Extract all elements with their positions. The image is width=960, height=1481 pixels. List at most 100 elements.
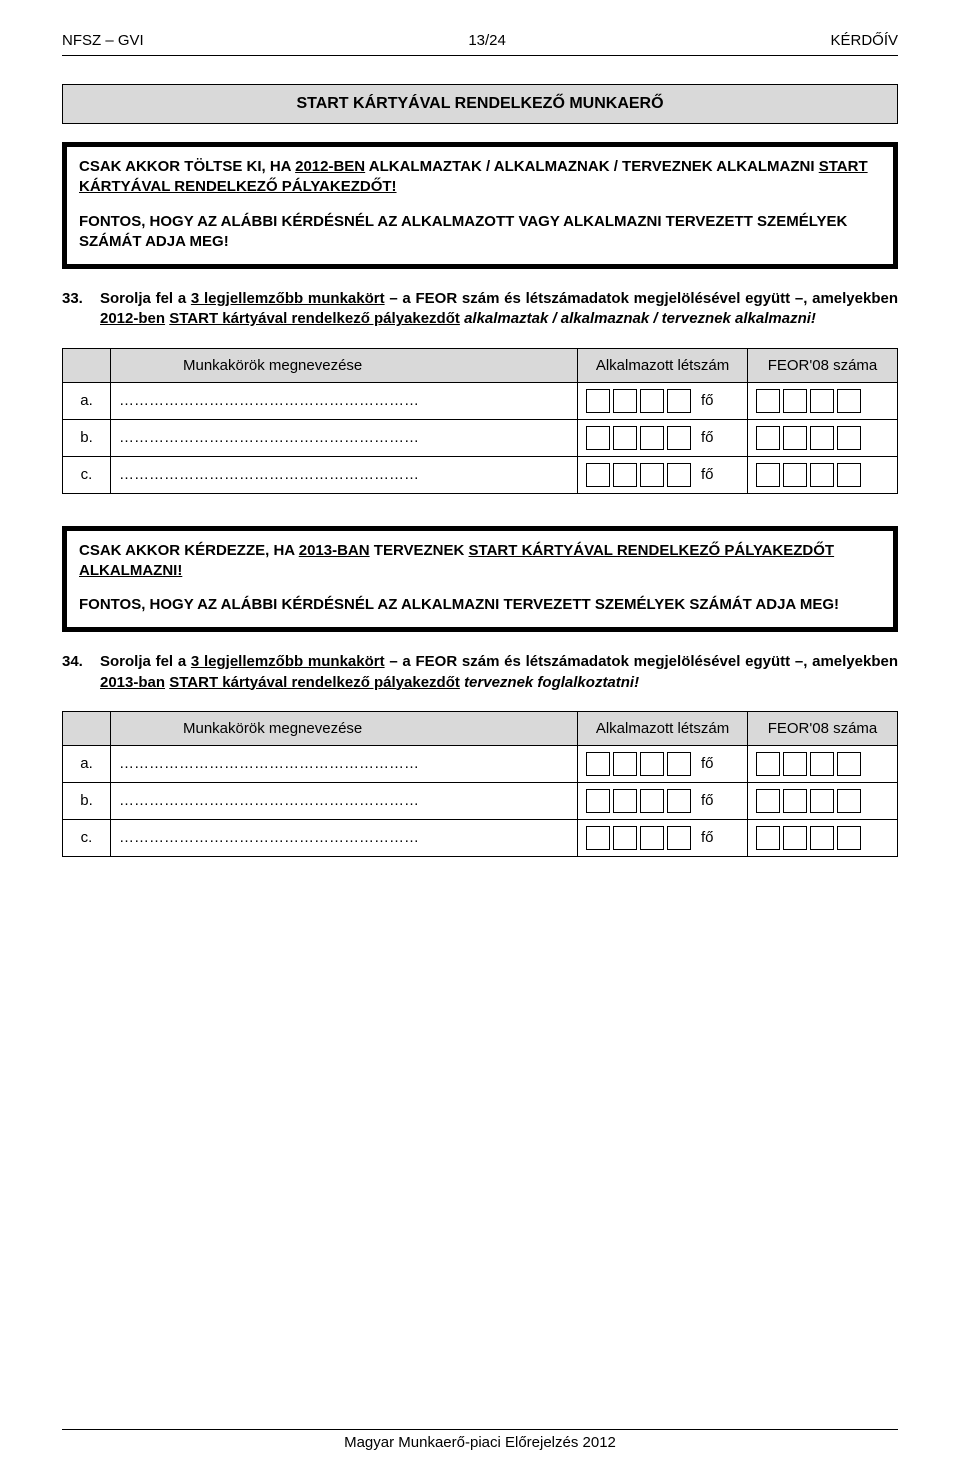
- question-text: Sorolja fel a 3 legjellemzőbb munkakört …: [100, 652, 898, 693]
- feor-cell: [748, 819, 898, 856]
- question-33: 33. Sorolja fel a 3 legjellemzőbb munkak…: [62, 289, 898, 330]
- digit-box[interactable]: [837, 826, 861, 850]
- digit-box[interactable]: [783, 389, 807, 413]
- unit-label: fő: [701, 829, 714, 846]
- unit-label: fő: [701, 429, 714, 446]
- digit-boxes[interactable]: [756, 826, 861, 850]
- digit-box[interactable]: [640, 389, 664, 413]
- job-title-input[interactable]: ……………………………………………………: [111, 782, 578, 819]
- digit-box[interactable]: [586, 826, 610, 850]
- digit-box[interactable]: [837, 389, 861, 413]
- digit-box[interactable]: [810, 826, 834, 850]
- digit-boxes[interactable]: [586, 426, 691, 450]
- job-title-input[interactable]: ……………………………………………………: [111, 745, 578, 782]
- count-cell: fő: [578, 782, 748, 819]
- digit-box[interactable]: [667, 426, 691, 450]
- digit-box[interactable]: [783, 752, 807, 776]
- job-title-input[interactable]: ……………………………………………………: [111, 456, 578, 493]
- page-footer: Magyar Munkaerő-piaci Előrejelzés 2012: [62, 1429, 898, 1451]
- header-right: KÉRDŐÍV: [830, 32, 898, 49]
- unit-label: fő: [701, 466, 714, 483]
- digit-box[interactable]: [783, 426, 807, 450]
- digit-box[interactable]: [810, 463, 834, 487]
- digit-box[interactable]: [613, 426, 637, 450]
- question-number: 34.: [62, 652, 100, 693]
- count-cell: fő: [578, 745, 748, 782]
- table-header-feor: FEOR'08 száma: [748, 348, 898, 382]
- digit-boxes[interactable]: [756, 752, 861, 776]
- table-row: c.……………………………………………………fő: [63, 819, 898, 856]
- table-q33-body: a.……………………………………………………főb.………………………………………: [63, 382, 898, 493]
- unit-label: fő: [701, 392, 714, 409]
- digit-boxes[interactable]: [586, 752, 691, 776]
- digit-boxes[interactable]: [586, 789, 691, 813]
- digit-box[interactable]: [837, 789, 861, 813]
- digit-box[interactable]: [586, 426, 610, 450]
- digit-box[interactable]: [810, 789, 834, 813]
- job-title-input[interactable]: ……………………………………………………: [111, 819, 578, 856]
- job-title-input[interactable]: ……………………………………………………: [111, 382, 578, 419]
- row-letter: a.: [63, 745, 111, 782]
- table-header-blank: [63, 711, 111, 745]
- digit-box[interactable]: [613, 789, 637, 813]
- question-text: Sorolja fel a 3 legjellemzőbb munkakört …: [100, 289, 898, 330]
- digit-box[interactable]: [586, 463, 610, 487]
- digit-box[interactable]: [810, 752, 834, 776]
- digit-box[interactable]: [837, 463, 861, 487]
- digit-box[interactable]: [667, 752, 691, 776]
- digit-box[interactable]: [667, 826, 691, 850]
- digit-box[interactable]: [756, 826, 780, 850]
- header-rule: [62, 55, 898, 56]
- feor-cell: [748, 382, 898, 419]
- job-title-input[interactable]: ……………………………………………………: [111, 419, 578, 456]
- digit-boxes[interactable]: [756, 463, 861, 487]
- question-number: 33.: [62, 289, 100, 330]
- digit-box[interactable]: [586, 789, 610, 813]
- row-letter: c.: [63, 456, 111, 493]
- instruction-2-line-1: CSAK AKKOR KÉRDEZZE, HA 2013-BAN TERVEZN…: [79, 541, 881, 582]
- digit-box[interactable]: [756, 463, 780, 487]
- digit-box[interactable]: [613, 826, 637, 850]
- digit-boxes[interactable]: [756, 389, 861, 413]
- count-cell: fő: [578, 419, 748, 456]
- digit-box[interactable]: [810, 389, 834, 413]
- digit-box[interactable]: [756, 752, 780, 776]
- footer-text: Magyar Munkaerő-piaci Előrejelzés 2012: [344, 1434, 616, 1451]
- digit-boxes[interactable]: [756, 426, 861, 450]
- count-cell: fő: [578, 819, 748, 856]
- table-row: a.……………………………………………………fő: [63, 382, 898, 419]
- table-header-feor: FEOR'08 száma: [748, 711, 898, 745]
- table-header-row: Munkakörök megnevezése Alkalmazott létsz…: [63, 711, 898, 745]
- digit-box[interactable]: [783, 463, 807, 487]
- digit-box[interactable]: [783, 789, 807, 813]
- digit-boxes[interactable]: [586, 826, 691, 850]
- digit-box[interactable]: [837, 752, 861, 776]
- digit-box[interactable]: [837, 426, 861, 450]
- digit-box[interactable]: [640, 789, 664, 813]
- digit-box[interactable]: [667, 463, 691, 487]
- digit-boxes[interactable]: [756, 789, 861, 813]
- digit-box[interactable]: [810, 426, 834, 450]
- digit-box[interactable]: [756, 389, 780, 413]
- digit-boxes[interactable]: [586, 389, 691, 413]
- digit-box[interactable]: [667, 389, 691, 413]
- digit-box[interactable]: [586, 389, 610, 413]
- digit-box[interactable]: [613, 389, 637, 413]
- digit-box[interactable]: [640, 752, 664, 776]
- instruction-1-line-1: CSAK AKKOR TÖLTSE KI, HA 2012-BEN ALKALM…: [79, 157, 881, 198]
- instruction-box-1: CSAK AKKOR TÖLTSE KI, HA 2012-BEN ALKALM…: [62, 142, 898, 269]
- digit-box[interactable]: [640, 826, 664, 850]
- digit-box[interactable]: [640, 426, 664, 450]
- table-header-count: Alkalmazott létszám: [578, 348, 748, 382]
- digit-box[interactable]: [613, 752, 637, 776]
- digit-box[interactable]: [756, 426, 780, 450]
- digit-boxes[interactable]: [586, 463, 691, 487]
- digit-box[interactable]: [613, 463, 637, 487]
- header-center: 13/24: [468, 32, 506, 49]
- digit-box[interactable]: [586, 752, 610, 776]
- unit-label: fő: [701, 755, 714, 772]
- digit-box[interactable]: [667, 789, 691, 813]
- digit-box[interactable]: [640, 463, 664, 487]
- digit-box[interactable]: [783, 826, 807, 850]
- digit-box[interactable]: [756, 789, 780, 813]
